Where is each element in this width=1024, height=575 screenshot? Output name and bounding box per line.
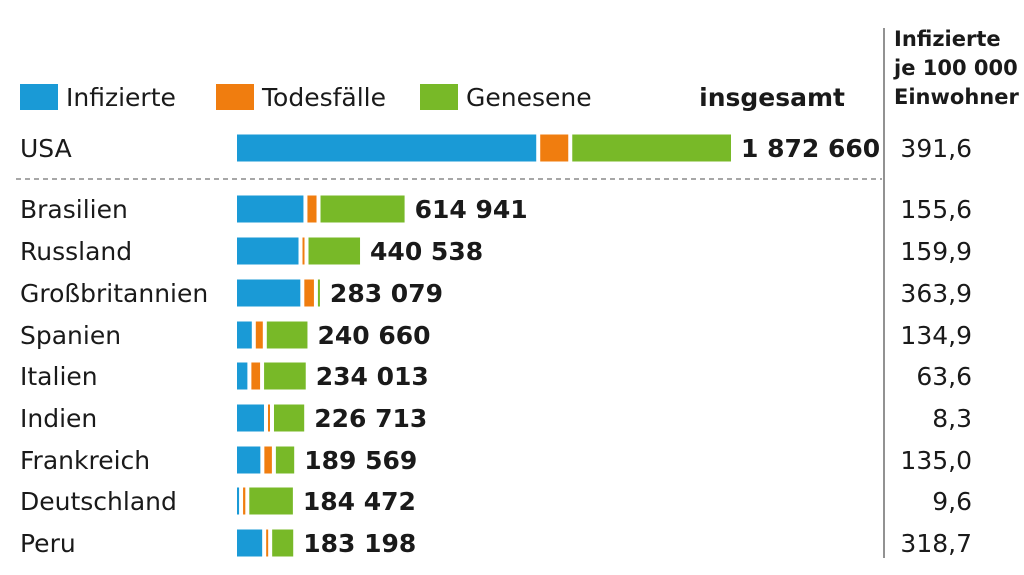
per100k-header-line-1: Infizierte [894,27,1001,51]
legend: Infizierte Todesfälle Genesene [20,83,592,112]
total-label-italien: 234 013 [316,362,429,391]
per100k-label-brasilien: 155,6 [900,195,972,224]
labels-layer: USA 1 872 660 391,6 Brasilien 614 941 155,6 Ru… [20,134,972,558]
bar-deaths-spanien [255,321,263,349]
bar-deaths-deutschland [243,487,246,515]
bar-deaths-grossbritannien [304,279,314,307]
bar-infected-deutschland [237,487,240,515]
country-label-spanien: Spanien [20,321,121,350]
bar-recovered-italien [264,362,306,390]
bar-deaths-brasilien [307,195,317,223]
bar-deaths-usa [540,134,569,162]
country-label-grossbritannien: Großbritannien [20,279,208,308]
bar-deaths-peru [266,529,269,557]
country-label-usa: USA [20,134,72,163]
bar-infected-italien [237,362,248,390]
bar-infected-russland [237,237,299,265]
per100k-label-frankreich: 135,0 [900,446,972,475]
bar-infected-indien [237,404,264,432]
bar-deaths-frankreich [264,446,272,474]
column-headers: insgesamt Infizierte je 100 000 Einwohner [699,27,1019,112]
per100k-header-line-2: je 100 000 [893,56,1018,80]
per100k-label-grossbritannien: 363,9 [900,279,972,308]
bar-deaths-russland [302,237,305,265]
total-header: insgesamt [699,83,845,112]
per100k-label-indien: 8,3 [932,404,972,433]
legend-swatch-infizierte [20,84,58,110]
total-label-deutschland: 184 472 [303,487,416,516]
country-label-italien: Italien [20,362,98,391]
bar-recovered-deutschland [249,487,293,515]
bar-recovered-frankreich [275,446,295,474]
bar-recovered-grossbritannien [317,279,320,307]
bar-recovered-russland [308,237,361,265]
total-label-russland: 440 538 [370,237,483,266]
legend-swatch-todesfaelle [216,84,254,110]
bar-infected-peru [237,529,263,557]
bar-infected-brasilien [237,195,304,223]
country-label-russland: Russland [20,237,132,266]
total-label-indien: 226 713 [314,404,427,433]
legend-label-infizierte: Infizierte [66,83,176,112]
per100k-label-spanien: 134,9 [900,321,972,350]
bar-infected-grossbritannien [237,279,301,307]
legend-label-genesene: Genesene [466,83,592,112]
bar-recovered-usa [572,134,731,162]
per100k-label-usa: 391,6 [900,134,972,163]
per100k-header-line-3: Einwohner [894,85,1019,109]
per100k-label-deutschland: 9,6 [932,487,972,516]
bars-layer [237,134,731,557]
per100k-label-russland: 159,9 [900,237,972,266]
bar-recovered-indien [273,404,305,432]
bar-recovered-peru [272,529,294,557]
country-label-peru: Peru [20,529,76,558]
total-label-frankreich: 189 569 [304,446,417,475]
bar-infected-frankreich [237,446,261,474]
total-label-spanien: 240 660 [317,321,430,350]
bar-infected-usa [237,134,537,162]
per100k-label-peru: 318,7 [900,529,972,558]
bar-recovered-spanien [266,321,308,349]
bar-deaths-indien [267,404,270,432]
country-label-frankreich: Frankreich [20,446,150,475]
legend-label-todesfaelle: Todesfälle [261,83,386,112]
country-label-indien: Indien [20,404,97,433]
total-label-brasilien: 614 941 [415,195,528,224]
total-label-grossbritannien: 283 079 [330,279,443,308]
country-label-brasilien: Brasilien [20,195,128,224]
bar-deaths-italien [251,362,261,390]
legend-swatch-genesene [420,84,458,110]
country-label-deutschland: Deutschland [20,487,177,516]
total-label-peru: 183 198 [303,529,416,558]
per100k-label-italien: 63,6 [916,362,972,391]
total-label-usa: 1 872 660 [741,134,880,163]
bar-infected-spanien [237,321,252,349]
bar-recovered-brasilien [320,195,405,223]
